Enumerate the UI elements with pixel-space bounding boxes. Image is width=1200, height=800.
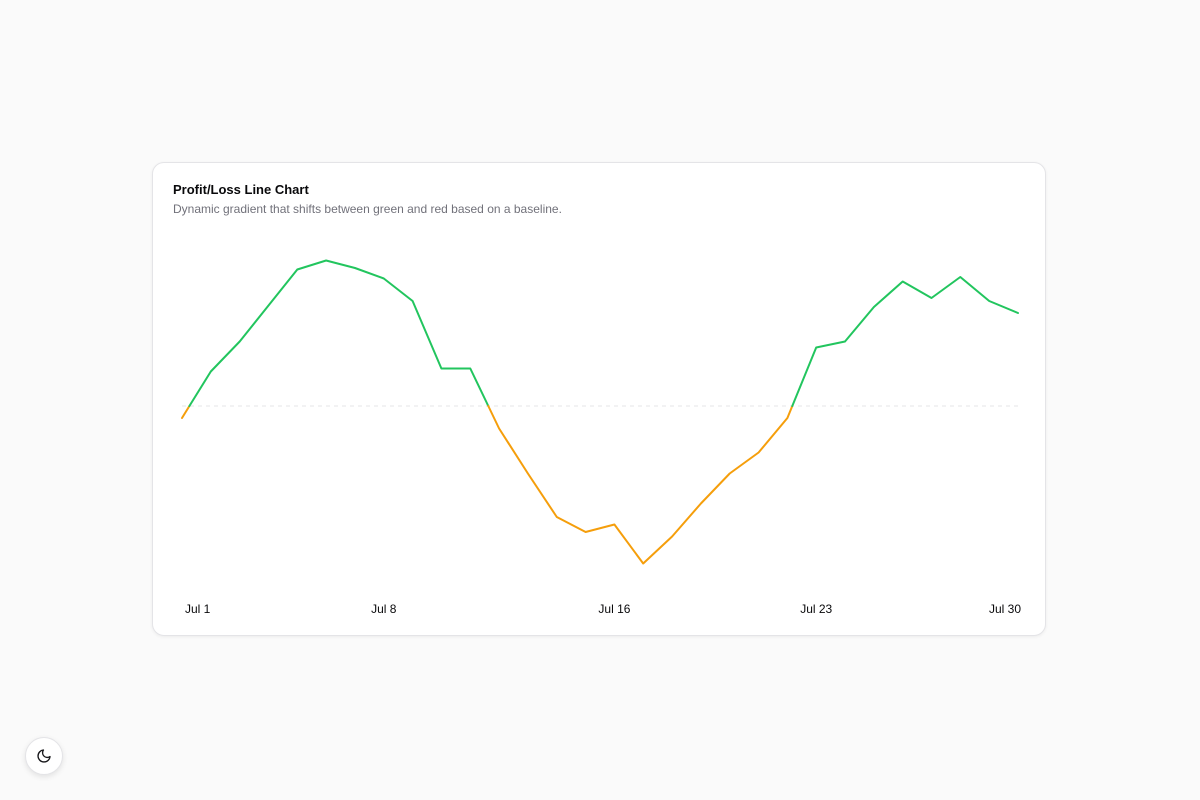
data-point [179, 415, 185, 421]
data-point [1015, 310, 1021, 316]
data-point [727, 471, 733, 477]
data-point [266, 303, 272, 309]
profit-segment [791, 276, 1019, 407]
data-point [554, 514, 560, 520]
x-tick-label: Jul 16 [598, 602, 630, 616]
data-point [352, 265, 358, 271]
x-tick-label: Jul 1 [185, 602, 211, 616]
profit-loss-chart: Jul 1 Jul 8 Jul 16 Jul 23 Jul 30 [179, 258, 1021, 616]
data-point [756, 450, 762, 456]
data-point [410, 298, 416, 304]
data-point [900, 279, 906, 285]
data-point [496, 426, 502, 432]
x-tick-label: Jul 30 [989, 602, 1021, 616]
loss-segment [181, 405, 191, 419]
data-point [611, 522, 617, 528]
chart-card: Profit/Loss Line Chart Dynamic gradient … [152, 162, 1046, 636]
data-point [438, 366, 444, 372]
data-point [294, 267, 300, 273]
data-point [467, 366, 473, 372]
data-point [381, 276, 387, 282]
data-point [208, 369, 214, 375]
data-point [583, 529, 589, 535]
data-point [698, 501, 704, 507]
data-point [986, 298, 992, 304]
data-point [842, 339, 848, 345]
chart-subtitle: Dynamic gradient that shifts between gre… [173, 202, 562, 216]
profit-segment [188, 259, 490, 407]
theme-toggle-button[interactable] [25, 737, 63, 775]
series-line [181, 259, 1019, 565]
chart-title: Profit/Loss Line Chart [173, 182, 309, 197]
data-point [871, 304, 877, 310]
data-point [813, 345, 819, 351]
data-point [525, 471, 531, 477]
data-point [929, 295, 935, 301]
data-point [237, 339, 243, 345]
moon-icon [37, 749, 51, 763]
data-point [323, 258, 329, 264]
loss-segment [487, 405, 794, 565]
data-point [957, 274, 963, 280]
data-point [640, 561, 646, 567]
x-tick-label: Jul 23 [800, 602, 832, 616]
data-point [784, 415, 790, 421]
x-tick-label: Jul 8 [371, 602, 397, 616]
data-point [669, 534, 675, 540]
